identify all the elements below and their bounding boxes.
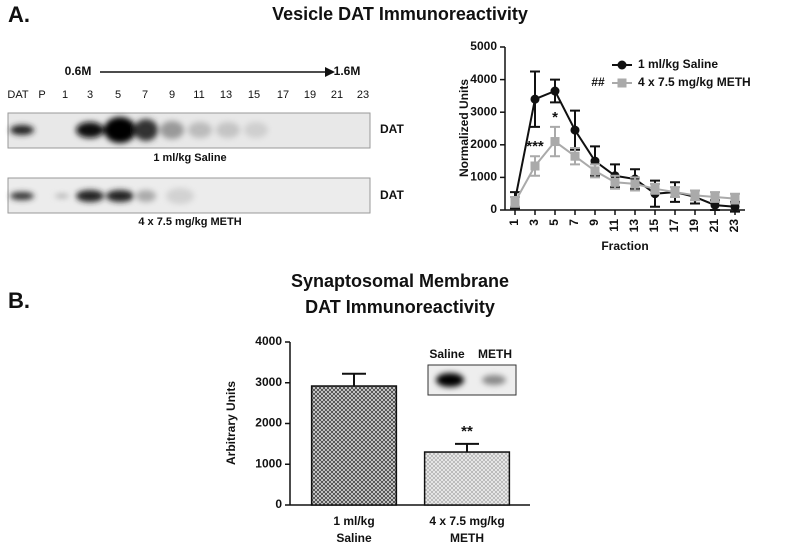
- panel-label: A.: [8, 2, 30, 27]
- inset-label: Saline: [429, 347, 465, 361]
- bar: [423, 451, 511, 506]
- x-tick-label: Saline: [336, 531, 372, 545]
- lane-label: 23: [357, 89, 369, 101]
- lane-label: 21: [331, 89, 343, 101]
- marker: [650, 184, 660, 194]
- lane-label: 15: [248, 89, 260, 101]
- x-tick-label: 23: [727, 219, 741, 233]
- x-tick-label: 21: [707, 219, 721, 233]
- chart-title: DAT Immunoreactivity: [305, 297, 495, 317]
- x-tick-label: METH: [450, 531, 484, 545]
- blot-label: DAT: [380, 122, 404, 136]
- marker: [570, 125, 580, 135]
- legend-marker: [617, 78, 627, 88]
- lane-label: 13: [220, 89, 232, 101]
- x-tick-label: 4 x 7.5 mg/kg: [429, 514, 504, 528]
- y-tick-label: 4000: [470, 72, 497, 86]
- y-tick-label: 3000: [255, 375, 282, 389]
- marker: [610, 177, 620, 187]
- x-tick-label: 9: [587, 219, 601, 226]
- annotation: ***: [526, 138, 544, 155]
- legend-note: ##: [591, 75, 605, 89]
- arrow-head: [325, 67, 335, 77]
- bar: [310, 385, 398, 506]
- y-tick-label: 5000: [470, 39, 497, 53]
- legend-label: 4 x 7.5 mg/kg METH: [638, 75, 751, 89]
- marker: [710, 192, 720, 202]
- annotation: **: [461, 423, 473, 440]
- lane-label: 1: [62, 89, 68, 101]
- lane-label: 17: [277, 89, 289, 101]
- x-tick-label: 13: [627, 219, 641, 233]
- marker: [730, 194, 740, 204]
- lane-label: 11: [193, 89, 204, 101]
- x-axis-label: Fraction: [601, 239, 648, 253]
- bands: [10, 117, 268, 143]
- lane-label: DAT: [7, 89, 28, 101]
- gradient-end: 1.6M: [334, 64, 361, 78]
- series-line: [514, 140, 736, 203]
- lane-label: 3: [87, 89, 93, 101]
- marker: [590, 156, 600, 166]
- x-tick-label: 15: [647, 219, 661, 233]
- marker: [630, 179, 640, 189]
- y-tick-label: 2000: [470, 137, 497, 151]
- marker: [590, 166, 600, 176]
- marker: [710, 200, 720, 210]
- blot-caption: 4 x 7.5 mg/kg METH: [138, 216, 241, 228]
- y-axis-label: Arbitrary Units: [224, 381, 238, 465]
- blot-label: DAT: [380, 188, 404, 202]
- legend-label: 1 ml/kg Saline: [638, 57, 718, 71]
- marker: [530, 161, 540, 171]
- x-tick-label: 7: [567, 219, 581, 226]
- marker: [670, 187, 680, 197]
- y-tick-label: 0: [275, 497, 282, 511]
- lane-label: 19: [304, 89, 316, 101]
- bands: [10, 188, 194, 204]
- x-tick-label: 19: [687, 219, 701, 233]
- y-tick-label: 3000: [470, 104, 497, 118]
- legend-marker: [617, 60, 627, 70]
- chart-title: Synaptosomal Membrane: [291, 271, 509, 291]
- inset-bands: [436, 373, 506, 387]
- y-tick-label: 2000: [255, 416, 282, 430]
- x-tick-label: 5: [547, 219, 561, 226]
- lane-label: 9: [169, 89, 175, 101]
- x-tick-label: 11: [607, 219, 621, 232]
- marker: [570, 151, 580, 161]
- inset-label: METH: [478, 347, 512, 361]
- lane-label: 5: [115, 89, 121, 101]
- error-bar: [342, 372, 366, 387]
- y-tick-label: 1000: [255, 456, 282, 470]
- marker: [730, 202, 740, 212]
- y-tick-label: 0: [490, 202, 497, 216]
- lane-label: P: [38, 89, 45, 101]
- x-tick-label: 17: [667, 219, 681, 233]
- y-tick-label: 4000: [255, 334, 282, 348]
- x-tick-label: 1 ml/kg: [333, 514, 374, 528]
- marker: [550, 137, 560, 147]
- x-tick-label: 3: [527, 219, 541, 226]
- gradient-start: 0.6M: [65, 64, 92, 78]
- y-axis-label: Normalized Units: [457, 79, 471, 177]
- error-bar: [455, 442, 479, 453]
- annotation: *: [552, 109, 558, 126]
- marker: [530, 94, 540, 104]
- marker: [550, 86, 560, 96]
- blot: 0.6M 1.6M DAT 1 ml/kg Saline DAT 4 x 7.5…: [7, 64, 404, 228]
- lane-label: 7: [142, 89, 148, 101]
- y-tick-label: 1000: [470, 170, 497, 184]
- panel-label: B.: [8, 288, 30, 313]
- marker: [510, 197, 520, 207]
- chart-title: Vesicle DAT Immunoreactivity: [272, 4, 528, 24]
- x-tick-label: 1: [507, 219, 521, 226]
- marker: [690, 190, 700, 200]
- blot-caption: 1 ml/kg Saline: [153, 152, 226, 164]
